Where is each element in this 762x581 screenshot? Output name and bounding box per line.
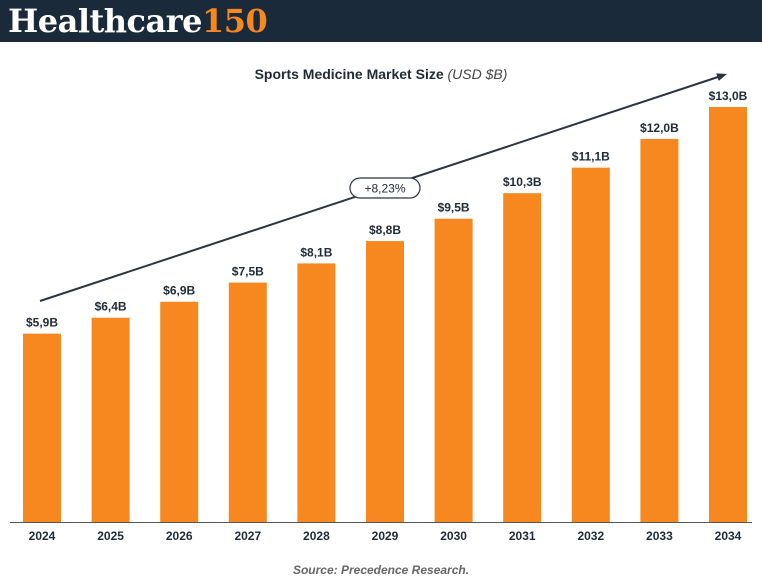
- x-tick-label: 2024: [29, 529, 56, 543]
- x-tick-label: 2027: [234, 529, 261, 543]
- data-label: $5,9B: [26, 316, 58, 330]
- x-tick-label: 2025: [97, 529, 124, 543]
- x-tick-label: 2030: [440, 529, 467, 543]
- bar: [228, 282, 267, 522]
- x-tick-label: 2033: [646, 529, 673, 543]
- data-label: $8,8B: [369, 223, 401, 237]
- data-label: $6,9B: [163, 284, 195, 298]
- bar: [640, 138, 679, 522]
- growth-rate-label: +8,23%: [364, 182, 405, 196]
- bar: [434, 218, 473, 522]
- bar: [297, 263, 336, 522]
- bar: [571, 167, 610, 522]
- bar: [160, 301, 199, 522]
- x-tick-label: 2032: [577, 529, 604, 543]
- data-label: $8,1B: [300, 245, 332, 259]
- x-tick-label: 2034: [715, 529, 742, 543]
- chart-title-unit: (USD $B): [447, 66, 508, 82]
- x-tick-label: 2028: [303, 529, 330, 543]
- bar: [709, 107, 747, 522]
- data-label: $13,0B: [709, 89, 748, 103]
- data-label: $11,1B: [572, 150, 610, 164]
- x-tick-label: 2026: [166, 529, 193, 543]
- logo-word: Healthcare: [8, 2, 202, 40]
- data-label: $10,3B: [503, 175, 542, 189]
- bar: [503, 193, 542, 522]
- logo-number: 150: [201, 2, 268, 40]
- x-tick-label: 2029: [372, 529, 399, 543]
- data-label: $9,5B: [438, 201, 470, 215]
- growth-rate-badge: [349, 177, 421, 199]
- data-label: $6,4B: [95, 300, 127, 314]
- source-note: Source: Precedence Research.: [292, 563, 470, 577]
- chart-title: Sports Medicine Market Size (USD $B): [0, 66, 762, 82]
- trend-arrowhead: [716, 73, 727, 81]
- bar: [366, 241, 404, 523]
- bar: [91, 317, 130, 522]
- x-tick-label: 2031: [509, 529, 536, 543]
- chart-title-main: Sports Medicine Market Size: [254, 66, 444, 82]
- header-bar: Healthcare150: [0, 0, 762, 42]
- data-label: $12,0B: [640, 121, 679, 135]
- data-label: $7,5B: [232, 265, 264, 279]
- healthcare150-logo[interactable]: Healthcare150: [8, 1, 268, 41]
- bar: [23, 333, 61, 522]
